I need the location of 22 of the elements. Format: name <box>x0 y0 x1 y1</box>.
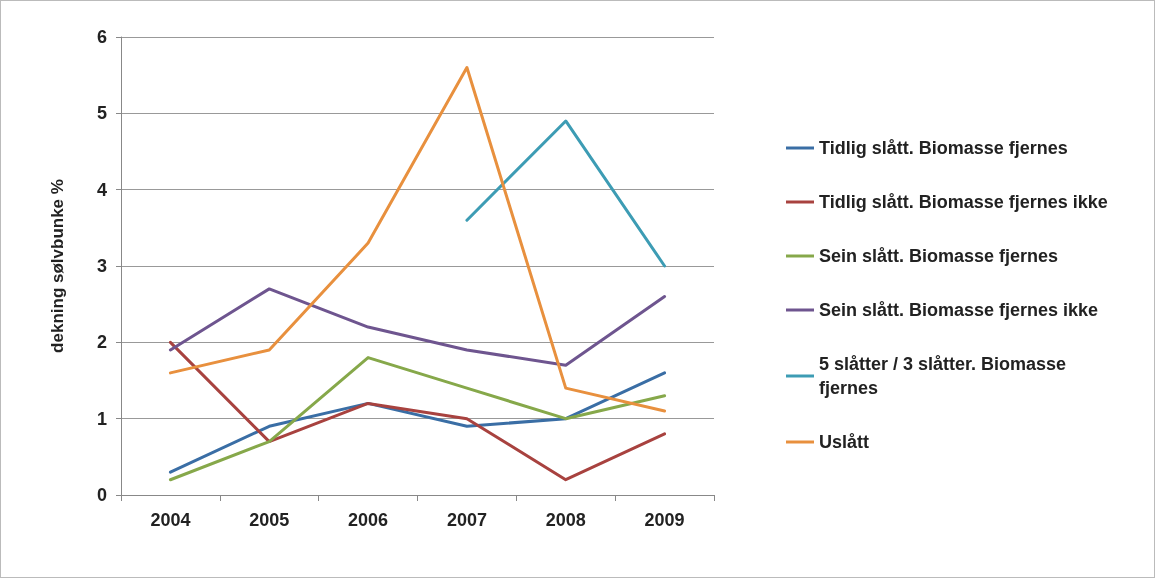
y-tick-label: 6 <box>96 27 107 47</box>
y-axis-title: dekning sølvbunke % <box>48 179 67 353</box>
y-tick-label: 5 <box>96 103 107 124</box>
legend-label: Tidlig slått. Biomasse fjernes ikke <box>819 192 1108 212</box>
x-tick-label: 2006 <box>348 510 389 530</box>
x-tick-label: 2009 <box>644 510 685 530</box>
y-tick-label: 4 <box>96 179 107 200</box>
x-tick-label: 2007 <box>446 510 487 530</box>
y-tick-label: 2 <box>96 332 107 353</box>
y-tick-label: 3 <box>96 256 107 276</box>
y-tick-label: 1 <box>96 408 107 429</box>
legend-label: Uslått <box>819 432 870 452</box>
legend-label: Sein slått. Biomasse fjernes <box>819 246 1059 266</box>
legend-label: Sein slått. Biomasse fjernes ikke <box>819 300 1099 320</box>
x-tick-label: 2005 <box>249 510 290 530</box>
y-tick-label: 0 <box>96 485 107 505</box>
line-series <box>168 66 667 413</box>
legend-label: Tidlig slått. Biomasse fjernes <box>819 138 1068 158</box>
legend-label: 5 slåtter / 3 slåtter. Biomasse fjernes <box>819 354 1072 398</box>
x-tick-label: 2008 <box>545 510 586 530</box>
line-series <box>168 287 667 367</box>
x-tick-label: 2004 <box>150 510 191 530</box>
